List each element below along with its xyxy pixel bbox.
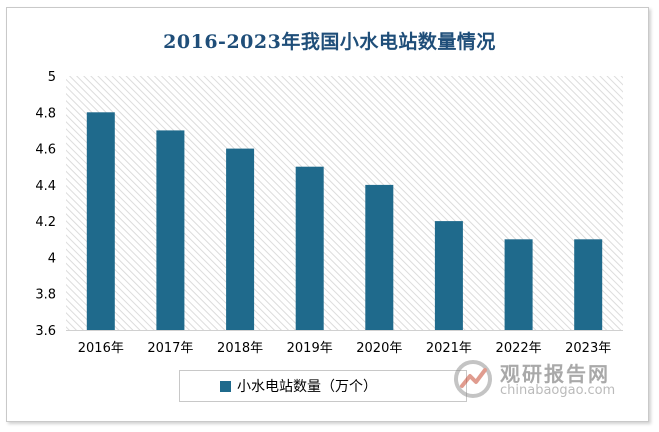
y-tick-label: 4.4	[35, 179, 56, 194]
watermark-name: 观研报告网	[500, 362, 610, 386]
watermark-url: chinabaogao.com	[500, 383, 616, 398]
legend: 小水电站数量（万个）	[179, 370, 467, 402]
chart-logo-icon	[454, 360, 492, 398]
bar	[226, 148, 255, 330]
y-tick-label: 3.8	[35, 288, 56, 303]
bar	[365, 184, 394, 330]
x-tick-label: 2021年	[426, 341, 472, 356]
bar-series	[86, 112, 603, 330]
y-tick-label: 4.6	[35, 143, 56, 158]
legend-swatch	[220, 380, 231, 392]
y-tick-label: 4	[48, 251, 56, 266]
x-tick-label: 2023年	[565, 341, 611, 356]
bar	[156, 130, 185, 330]
x-tick-label: 2017年	[147, 341, 193, 356]
y-tick-label: 5	[48, 70, 56, 85]
bar	[504, 239, 533, 330]
x-tick-label: 2018年	[217, 341, 263, 356]
plot-area	[66, 76, 623, 330]
y-tick-label: 4.8	[35, 106, 56, 121]
bar	[86, 112, 115, 330]
y-axis: 3.6 3.8 4 4.2 4.4 4.6 4.8 5	[35, 70, 56, 339]
bar	[295, 166, 324, 330]
bar	[574, 239, 603, 330]
y-tick-label: 3.6	[35, 324, 56, 339]
chart-title: 2016-2023年我国小水电站数量情况	[163, 31, 496, 53]
x-tick-label: 2022年	[496, 341, 542, 356]
x-tick-label: 2019年	[287, 341, 333, 356]
x-tick-label: 2016年	[78, 341, 124, 356]
watermark: 观研报告网 chinabaogao.com	[452, 356, 642, 404]
bar	[434, 221, 463, 330]
legend-label: 小水电站数量（万个）	[237, 379, 377, 395]
x-tick-label: 2020年	[356, 341, 402, 356]
y-tick-label: 4.2	[35, 215, 56, 230]
x-axis: 2016年 2017年 2018年 2019年 2020年 2021年 2022年 2023年	[78, 341, 611, 356]
